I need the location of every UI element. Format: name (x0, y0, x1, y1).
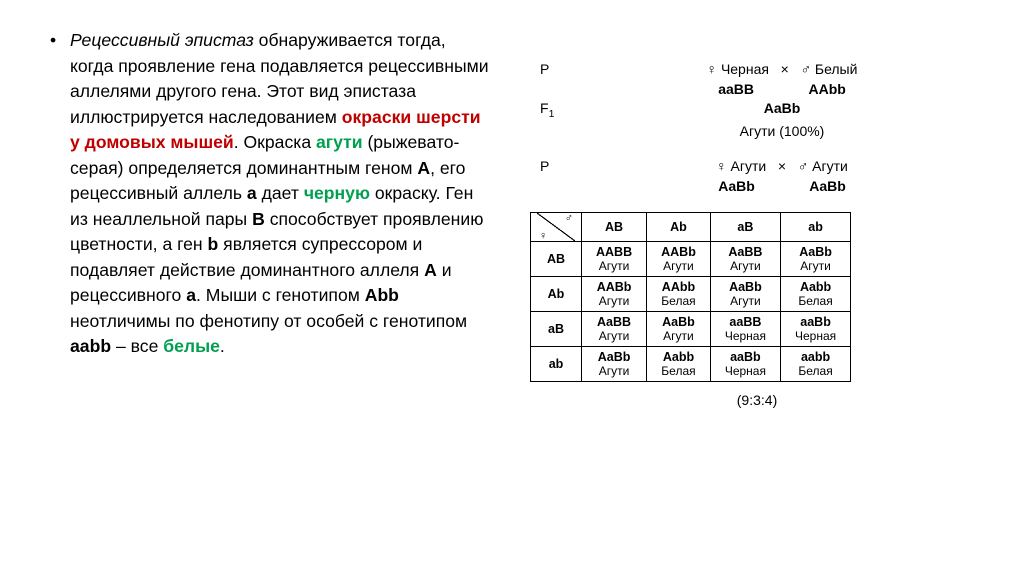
cell: AABbАгути (647, 242, 711, 277)
female-sym: ♀ (707, 61, 718, 77)
female-icon: ♀ (539, 230, 547, 242)
cell: aaBbЧерная (710, 347, 780, 382)
hl: агути (316, 132, 363, 152)
col-header: aB (710, 213, 780, 242)
p-label: P (540, 157, 580, 177)
p-label: P (540, 60, 580, 80)
male-sym: ♂ (800, 61, 811, 77)
cross-2: P ♀ Агути × ♂ Агути AaBb AaBb (540, 157, 984, 196)
female-label: Агути (731, 158, 767, 174)
cell: AaBBАгути (582, 312, 647, 347)
gene: А (424, 260, 437, 280)
cell: AaBbАгути (582, 347, 647, 382)
hl: белые (163, 336, 220, 356)
female-geno: aaBB (718, 81, 754, 97)
row-header: ab (531, 347, 582, 382)
gene: а (186, 285, 196, 305)
t: . Мыши с генотипом (196, 285, 365, 305)
row-header: aB (531, 312, 582, 347)
gene: В (252, 209, 265, 229)
hl: черную (304, 183, 370, 203)
paragraph: Рецессивный эпистаз обнаруживается тогда… (50, 28, 490, 360)
female-label: Черная (721, 61, 769, 77)
cell: AAbbБелая (647, 277, 711, 312)
male-geno: AaBb (809, 178, 846, 194)
cell: AaBBАгути (710, 242, 780, 277)
diagram-panel: P ♀ Черная × ♂ Белый aaBB AAbb F1 AaBb (510, 0, 1024, 576)
cell: AaBbАгути (647, 312, 711, 347)
male-sym: ♂ (798, 158, 809, 174)
cell: AaBbАгути (780, 242, 850, 277)
cell: AabbБелая (647, 347, 711, 382)
ratio: (9:3:4) (530, 392, 984, 408)
col-header: Ab (647, 213, 711, 242)
male-geno: AAbb (808, 81, 845, 97)
t: . Окраска (234, 132, 316, 152)
row-header: AB (531, 242, 582, 277)
male-label: Агути (812, 158, 848, 174)
gene: А (417, 158, 430, 178)
text-panel: Рецессивный эпистаз обнаруживается тогда… (0, 0, 510, 576)
t: дает (257, 183, 304, 203)
gene: а (247, 183, 257, 203)
male-icon: ♂ (565, 212, 573, 224)
genotype: aabb (70, 336, 111, 356)
punnett-square: ♂ ♀ AB Ab aB ab AB AABBАгути AABbАгути A… (530, 212, 851, 382)
t: . (220, 336, 225, 356)
cross-1: P ♀ Черная × ♂ Белый aaBB AAbb F1 AaBb (540, 60, 984, 141)
female-geno: AaBb (718, 178, 755, 194)
term: Рецессивный эпистаз (70, 30, 254, 50)
cell: AABBАгути (582, 242, 647, 277)
f1-pheno: Агути (100%) (580, 122, 984, 142)
row-header: Ab (531, 277, 582, 312)
t: неотличимы по фенотипу от особей с генот… (70, 311, 467, 331)
t: – все (111, 336, 163, 356)
female-sym: ♀ (716, 158, 727, 174)
corner-cell: ♂ ♀ (531, 213, 582, 242)
f1-geno: AaBb (764, 100, 801, 116)
cross-sym: × (781, 61, 789, 77)
cell: aabbБелая (780, 347, 850, 382)
gene: b (208, 234, 219, 254)
col-header: AB (582, 213, 647, 242)
genotype: Abb (365, 285, 399, 305)
cell: AabbБелая (780, 277, 850, 312)
male-label: Белый (815, 61, 858, 77)
cell: aaBbЧерная (780, 312, 850, 347)
col-header: ab (780, 213, 850, 242)
cell: AaBbАгути (710, 277, 780, 312)
cell: aaBBЧерная (710, 312, 780, 347)
cell: AABbАгути (582, 277, 647, 312)
f1-label: F1 (540, 99, 580, 121)
cross-sym: × (778, 158, 786, 174)
